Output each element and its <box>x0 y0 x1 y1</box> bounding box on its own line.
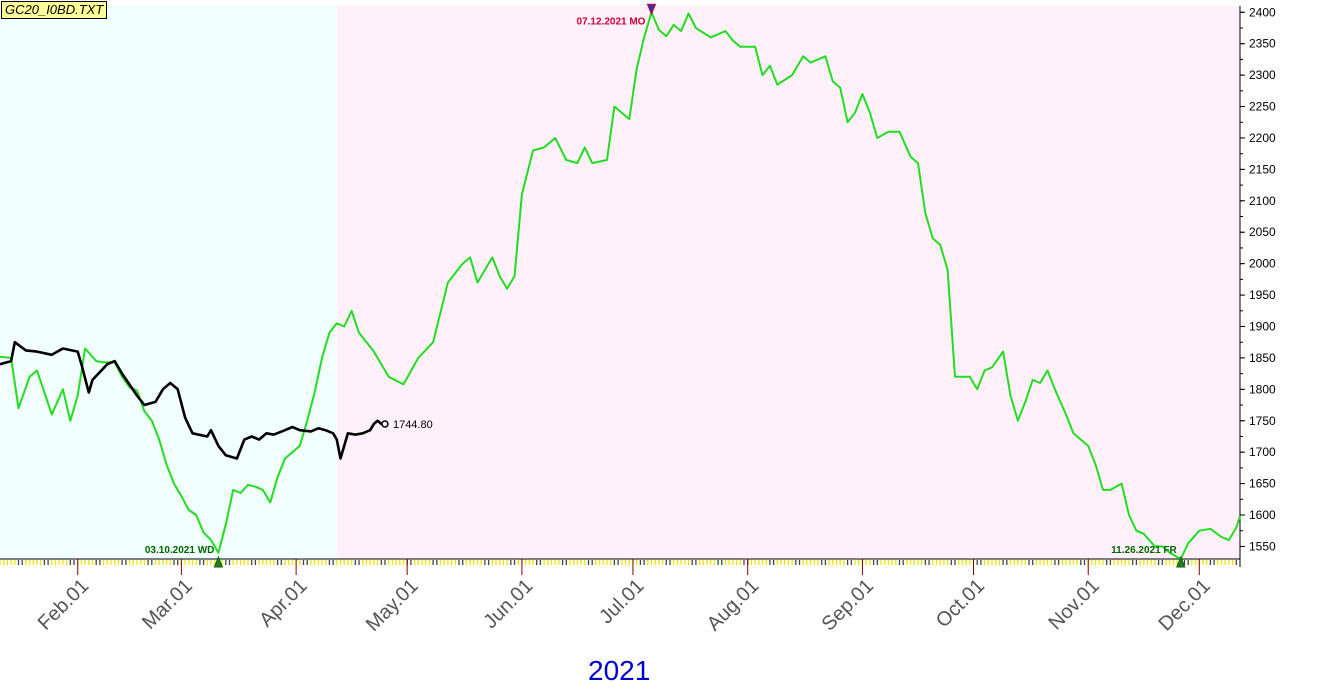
y-tick-label: 2200 <box>1249 131 1276 145</box>
series-layer: 1744.80 <box>0 11 1241 560</box>
y-tick-label: 2000 <box>1249 257 1276 271</box>
region-past <box>0 6 337 559</box>
y-tick-label: 1850 <box>1249 351 1276 365</box>
x-tick-label: Sep.01 <box>818 575 878 635</box>
annotation-layer: 07.12.2021 MO 03.10.2021 WD 11.26.2021 FR <box>145 3 1186 568</box>
y-tick-label: 2350 <box>1249 37 1276 51</box>
x-tick-label: Oct.01 <box>932 575 989 632</box>
y-tick-label: 2300 <box>1249 68 1276 82</box>
x-tick-label: Mar.01 <box>138 575 197 634</box>
trough-date-label: 03.10.2021 WD <box>145 545 215 556</box>
x-tick-label: Nov.01 <box>1044 575 1103 634</box>
x-tick-label: Apr.01 <box>255 575 311 631</box>
chart-background <box>0 6 1240 559</box>
region-future <box>336 6 1240 559</box>
x-tick-label: Feb.01 <box>34 575 94 635</box>
y-tick-label: 1700 <box>1249 445 1276 459</box>
y-tick-label: 2150 <box>1249 162 1276 176</box>
trough-marker <box>1176 555 1186 568</box>
y-tick-label: 1950 <box>1249 288 1276 302</box>
y-tick-label: 1550 <box>1249 539 1276 553</box>
y-tick-label: 2050 <box>1249 225 1276 239</box>
x-tick-label: Aug.01 <box>703 575 763 635</box>
series-actual-end-marker <box>381 420 389 428</box>
x-tick-label: Jun.01 <box>479 575 537 633</box>
y-tick-label: 1650 <box>1249 477 1276 491</box>
x-axis-day-ticks <box>0 560 1241 565</box>
trough-marker <box>213 555 224 568</box>
year-label: 2021 <box>588 655 651 686</box>
x-tick-label: Jul.01 <box>595 575 648 628</box>
y-tick-label: 1800 <box>1249 382 1276 396</box>
y-tick-label: 1900 <box>1249 319 1276 333</box>
y-tick-label: 1750 <box>1249 414 1276 428</box>
x-tick-label: May.01 <box>362 575 423 636</box>
peak-marker <box>646 3 657 16</box>
y-tick-label: 2400 <box>1249 5 1276 19</box>
series-actual-line <box>0 340 386 460</box>
peak-date-label: 07.12.2021 MO <box>577 16 646 27</box>
series-forecast-line <box>0 11 1241 560</box>
x-tick-label: Dec.01 <box>1154 575 1214 635</box>
y-tick-label: 2100 <box>1249 194 1276 208</box>
y-tick-label: 1600 <box>1249 508 1276 522</box>
y-tick-label: 2250 <box>1249 100 1276 114</box>
file-name-label: GC20_I0BD.TXT <box>1 1 108 19</box>
series-actual-end-label: 1744.80 <box>393 419 433 431</box>
trough-date-label: 11.26.2021 FR <box>1111 545 1177 556</box>
